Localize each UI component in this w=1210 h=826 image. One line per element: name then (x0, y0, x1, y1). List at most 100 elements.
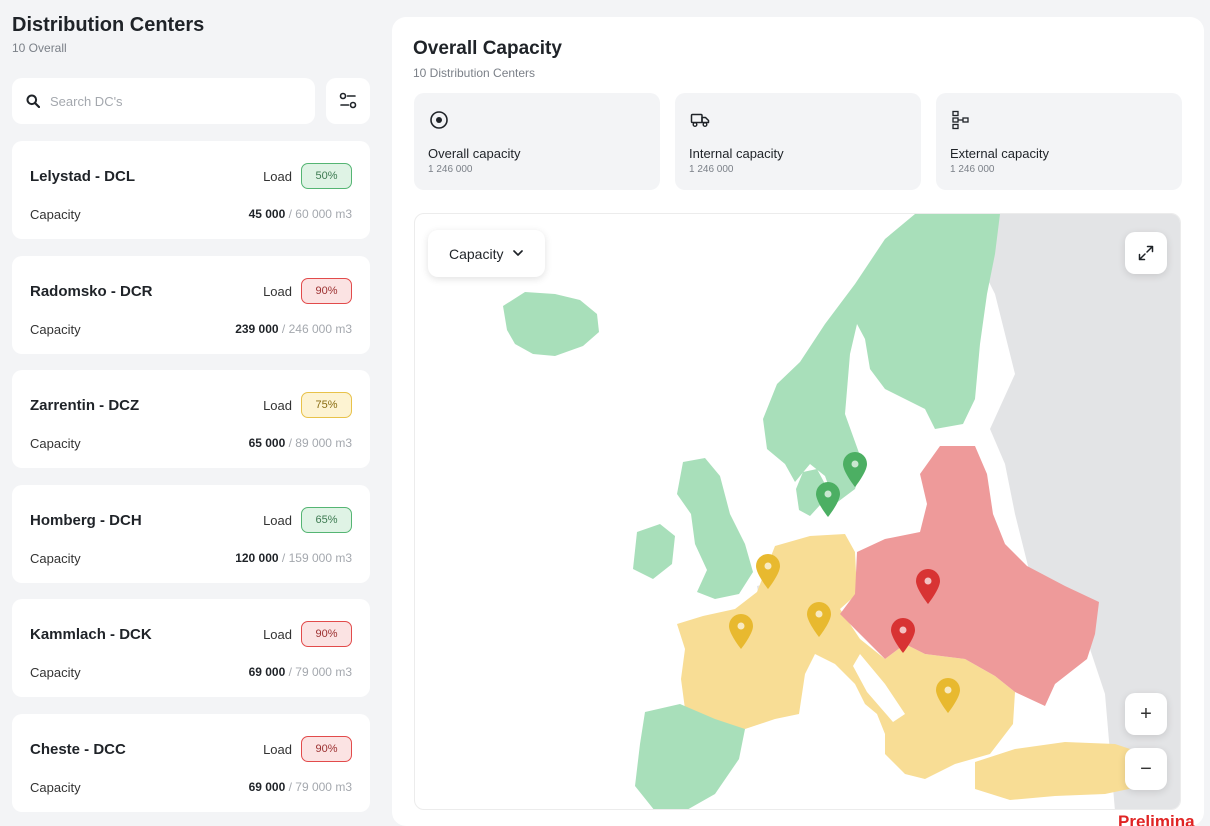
iberia-region (635, 704, 745, 809)
distribution-centers-panel: Distribution Centers 10 Overall Lelystad… (12, 0, 370, 826)
map-pin[interactable] (728, 614, 754, 650)
capacity-dropdown[interactable]: Capacity (428, 230, 545, 277)
uk-region (677, 458, 753, 599)
overview-subtitle: 10 Distribution Centers (413, 66, 536, 80)
capacity-label: Capacity (30, 665, 81, 680)
adriatic-sea (853, 654, 905, 722)
chevron-down-icon (513, 250, 524, 256)
stat-card-internal: Internal capacity 1 246 000 (675, 93, 921, 190)
plus-icon: + (1140, 702, 1152, 725)
expand-map-button[interactable] (1125, 232, 1167, 274)
target-icon (430, 111, 448, 129)
capacity-total: 79 000 m3 (295, 665, 352, 679)
panel-title: Distribution Centers (12, 14, 205, 36)
map-pin[interactable] (915, 569, 941, 605)
minus-icon: − (1140, 757, 1152, 780)
capacity-used: 45 000 (248, 207, 286, 221)
map-pin[interactable] (806, 602, 832, 638)
dc-card[interactable]: Cheste - DCC Load 90% Capacity 69 000 / … (12, 714, 370, 812)
network-icon (952, 110, 969, 130)
stat-label: Internal capacity (689, 146, 784, 161)
load-badge: 90% (301, 278, 352, 304)
preliminary-watermark: Prelimina (1118, 812, 1195, 826)
load-label: Load (263, 627, 292, 642)
capacity-total: 89 000 m3 (295, 436, 352, 450)
capacity-label: Capacity (30, 207, 81, 222)
filter-button[interactable] (326, 78, 370, 124)
search-input[interactable] (50, 93, 290, 109)
dc-name: Lelystad - DCL (30, 168, 136, 185)
expand-icon (1138, 245, 1154, 261)
load-label: Load (263, 398, 292, 413)
stat-value: 1 246 000 (428, 164, 473, 175)
map-geography (503, 214, 1180, 809)
map-pin[interactable] (935, 678, 961, 714)
load-badge: 50% (301, 163, 352, 189)
capacity-value: 120 000 / 159 000 m3 (235, 551, 352, 565)
stat-card-overall: Overall capacity 1 246 000 (414, 93, 660, 190)
stat-value: 1 246 000 (689, 164, 734, 175)
russia-region (935, 214, 1180, 809)
capacity-label: Capacity (30, 436, 81, 451)
dc-name: Homberg - DCH (30, 512, 142, 529)
overall-capacity-panel: Overall Capacity 10 Distribution Centers… (392, 17, 1204, 826)
zoom-out-button[interactable]: − (1125, 748, 1167, 790)
capacity-value: 69 000 / 79 000 m3 (248, 780, 352, 794)
capacity-used: 239 000 (235, 322, 279, 336)
dc-card[interactable]: Lelystad - DCL Load 50% Capacity 45 000 … (12, 141, 370, 239)
capacity-value: 65 000 / 89 000 m3 (248, 436, 352, 450)
dc-card[interactable]: Homberg - DCH Load 65% Capacity 120 000 … (12, 485, 370, 583)
load-badge: 65% (301, 507, 352, 533)
search-icon (26, 94, 40, 108)
capacity-label: Capacity (30, 551, 81, 566)
load-label: Load (263, 284, 292, 299)
europe-map[interactable]: Capacity + − (414, 213, 1181, 810)
capacity-label: Capacity (30, 780, 81, 795)
capacity-total: 60 000 m3 (295, 207, 352, 221)
search-box[interactable] (12, 78, 315, 124)
stat-label: Overall capacity (428, 146, 521, 161)
iceland-region (503, 292, 599, 356)
load-label: Load (263, 742, 292, 757)
load-badge: 75% (301, 392, 352, 418)
truck-icon (690, 113, 710, 127)
capacity-total: 159 000 m3 (288, 551, 352, 565)
capacity-value: 69 000 / 79 000 m3 (248, 665, 352, 679)
capacity-value: 45 000 / 60 000 m3 (248, 207, 352, 221)
map-pin[interactable] (890, 618, 916, 654)
denmark-region (796, 469, 825, 516)
capacity-used: 69 000 (248, 780, 286, 794)
load-badge: 90% (301, 621, 352, 647)
capacity-label: Capacity (30, 322, 81, 337)
scandinavia-region (715, 214, 1000, 504)
capacity-total: 246 000 m3 (288, 322, 352, 336)
capacity-used: 120 000 (235, 551, 279, 565)
map-pin[interactable] (815, 482, 841, 518)
overview-title: Overall Capacity (413, 38, 562, 59)
capacity-used: 69 000 (248, 665, 286, 679)
dc-card[interactable]: Radomsko - DCR Load 90% Capacity 239 000… (12, 256, 370, 354)
dc-name: Cheste - DCC (30, 741, 126, 758)
map-pin[interactable] (755, 554, 781, 590)
dc-card[interactable]: Zarrentin - DCZ Load 75% Capacity 65 000… (12, 370, 370, 468)
western-europe-region (677, 534, 1015, 779)
capacity-used: 65 000 (248, 436, 286, 450)
dc-card[interactable]: Kammlach - DCK Load 90% Capacity 69 000 … (12, 599, 370, 697)
stat-value: 1 246 000 (950, 164, 995, 175)
panel-subtitle: 10 Overall (12, 41, 67, 55)
dc-name: Radomsko - DCR (30, 283, 153, 300)
dc-name: Zarrentin - DCZ (30, 397, 140, 414)
capacity-total: 79 000 m3 (295, 780, 352, 794)
filter-settings-icon (339, 92, 357, 109)
capacity-value: 239 000 / 246 000 m3 (235, 322, 352, 336)
stat-card-external: External capacity 1 246 000 (936, 93, 1182, 190)
map-pin[interactable] (842, 452, 868, 488)
capacity-dropdown-label: Capacity (449, 245, 504, 262)
dc-name: Kammlach - DCK (30, 626, 152, 643)
turkey-region (975, 742, 1145, 800)
ireland-region (633, 524, 675, 579)
load-label: Load (263, 513, 292, 528)
zoom-in-button[interactable]: + (1125, 693, 1167, 735)
load-label: Load (263, 169, 292, 184)
load-badge: 90% (301, 736, 352, 762)
